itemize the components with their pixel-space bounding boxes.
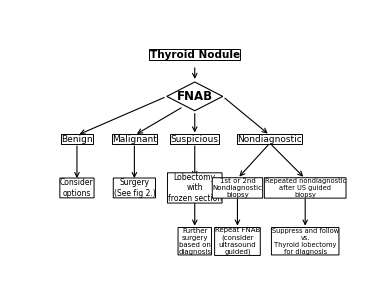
Text: Further
surgery
based on
diagnosis: Further surgery based on diagnosis: [178, 228, 211, 255]
Text: Lobectomy
with
frozen section: Lobectomy with frozen section: [168, 173, 222, 203]
Text: Suspicious: Suspicious: [171, 135, 219, 144]
Text: FNAB: FNAB: [177, 90, 213, 103]
Polygon shape: [167, 82, 223, 111]
Text: Surgery
(See fig 2.): Surgery (See fig 2.): [114, 178, 155, 198]
Text: Consider
options: Consider options: [60, 178, 94, 198]
Text: Repeat FNAB
(consider
ultrasound
guided): Repeat FNAB (consider ultrasound guided): [215, 227, 260, 255]
Text: Benign: Benign: [61, 135, 93, 144]
Text: Suppress and follow
vs.
Thyroid lobectomy
for diagnosis: Suppress and follow vs. Thyroid lobectom…: [272, 228, 339, 255]
Text: Malignant: Malignant: [112, 135, 157, 144]
Text: 1st or 2nd
Nondiagnostic
biopsy: 1st or 2nd Nondiagnostic biopsy: [212, 178, 263, 198]
Text: Thyroid Nodule: Thyroid Nodule: [150, 50, 240, 60]
Text: Repeated nondiagnostic
after US guided
biopsy: Repeated nondiagnostic after US guided b…: [264, 178, 346, 198]
Text: Nondiagnostic: Nondiagnostic: [238, 135, 302, 144]
